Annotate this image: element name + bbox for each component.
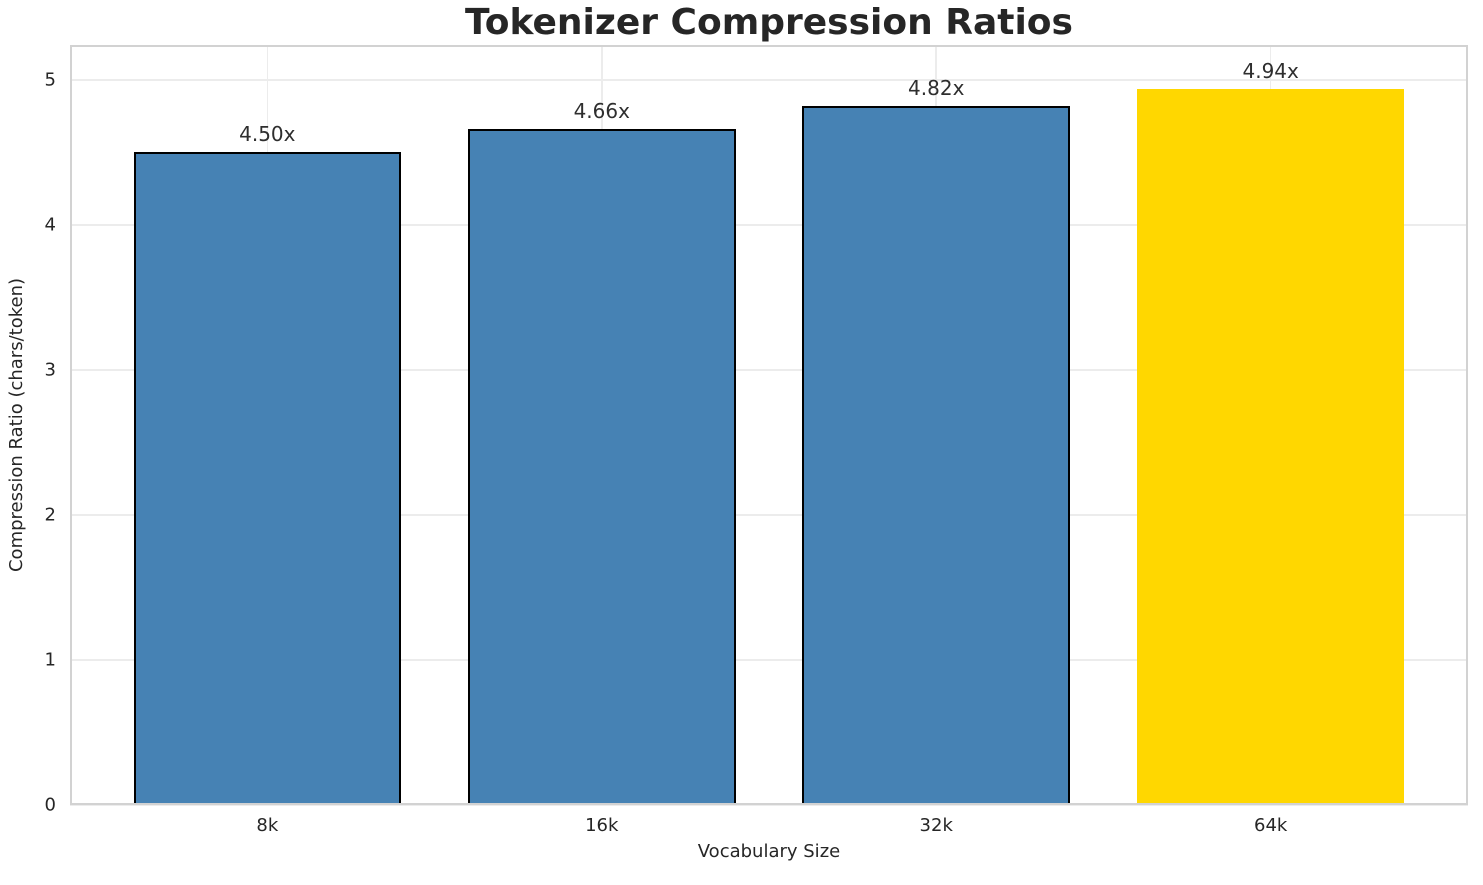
bar-value-label: 4.82x [908,75,965,100]
x-tick-label: 16k [585,815,619,836]
y-tick-label: 3 [44,359,56,381]
y-tick-label: 1 [44,649,56,671]
bar-64k [1136,88,1405,805]
y-tick-label: 2 [44,504,56,526]
bar-16k [467,129,736,805]
bar-value-label: 4.66x [573,99,630,124]
left-spine [70,45,72,805]
top-spine [70,45,1468,47]
y-tick-label: 5 [44,69,56,91]
bar-8k [133,152,402,805]
x-tick-label: 64k [1254,815,1288,836]
chart-title: Tokenizer Compression Ratios [465,2,1073,43]
bottom-spine [70,803,1468,805]
bar-32k [802,105,1070,805]
y-axis-label-wrap: Compression Ratio (chars/token) [6,45,27,805]
x-tick-label: 8k [256,815,279,836]
bar-value-label: 4.94x [1242,58,1299,83]
y-gridline [70,514,1468,516]
y-gridline [70,804,1468,806]
y-gridline [70,369,1468,371]
y-gridline [70,659,1468,661]
bar-value-label: 4.50x [239,122,296,147]
y-axis-label: Compression Ratio (chars/token) [6,277,27,572]
x-axis-label: Vocabulary Size [697,841,841,862]
right-spine [1466,45,1468,805]
y-tick-label: 4 [44,214,56,236]
y-gridline [70,79,1468,81]
y-gridline [70,224,1468,226]
plot-area: 0 1 2 3 4 5 4.50x 8k 4.66x 16k 4.82x 32k 4.94x 64k [45,45,1468,836]
y-tick-label: 0 [44,794,56,816]
x-tick-label: 32k [919,815,953,836]
